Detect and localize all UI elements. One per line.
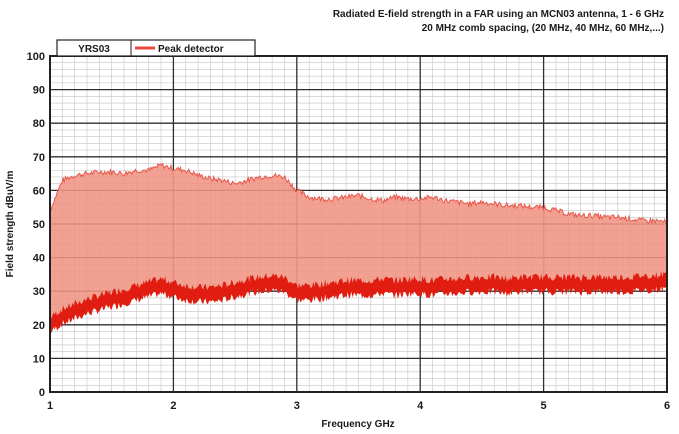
x-tick-label: 3 (294, 400, 300, 412)
y-tick-label: 90 (33, 85, 45, 97)
x-tick-label: 4 (417, 400, 424, 412)
y-tick-label: 10 (33, 353, 45, 365)
comb-lines (49, 165, 668, 325)
chart-title-line-2: 20 MHz comb spacing, (20 MHz, 40 MHz, 60… (422, 23, 664, 34)
data-layer (49, 162, 668, 334)
y-tick-label: 20 (33, 320, 45, 332)
x-tick-label: 5 (541, 400, 547, 412)
legend-box (56, 39, 256, 57)
peak-detector-upper-trace (49, 162, 668, 225)
y-tick-label: 60 (33, 185, 45, 197)
y-tick-label: 40 (33, 253, 45, 265)
y-tick-label: 70 (33, 152, 45, 164)
y-tick-label: 100 (27, 51, 45, 63)
plot-frame (49, 55, 668, 393)
y-tick-label: 0 (39, 387, 45, 399)
x-tick-label: 2 (170, 400, 176, 412)
y-tick-labels: 0 10 20 30 40 50 60 70 80 90 100 (27, 51, 45, 399)
x-tick-label: 1 (47, 400, 53, 412)
x-axis-label: Frequency GHz (321, 419, 394, 430)
legend: YRS03 Peak detector (56, 39, 256, 57)
y-tick-label: 30 (33, 286, 45, 298)
chart-title-line-1: Radiated E-field strength in a FAR using… (333, 9, 664, 20)
x-tick-label: 6 (664, 400, 670, 412)
peak-detector-base-band (50, 271, 667, 334)
y-tick-label: 80 (33, 118, 45, 130)
legend-label-peak-detector: Peak detector (158, 44, 224, 55)
x-tick-labels: 1 2 3 4 5 6 (47, 400, 670, 412)
y-tick-label: 50 (33, 219, 45, 231)
y-axis-label: Field strength dBuV/m (5, 171, 16, 278)
legend-label-yrs03: YRS03 (78, 44, 110, 55)
